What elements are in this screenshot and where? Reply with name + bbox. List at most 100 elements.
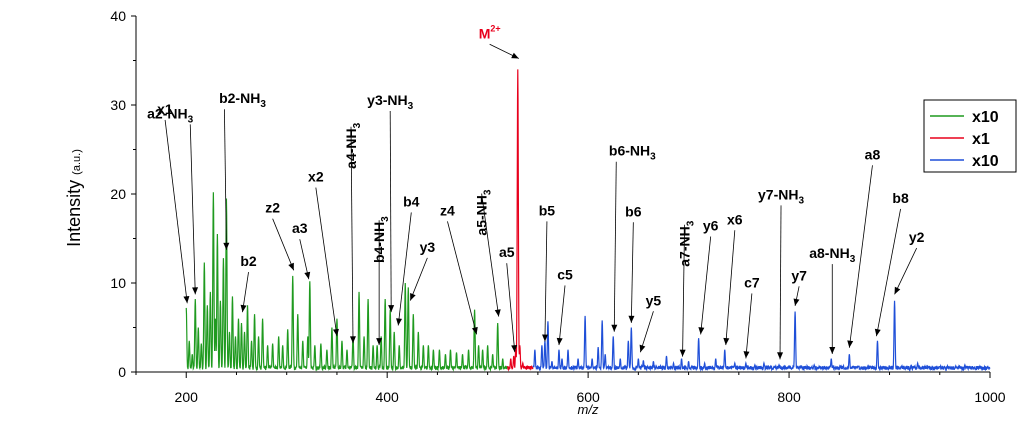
annotation-arrow-line [350, 126, 354, 344]
plot-area [185, 69, 991, 372]
annotation-arrow-line [848, 165, 873, 348]
y-tick-label: 20 [110, 186, 126, 202]
peak-annotation: y3 [409, 239, 436, 301]
peak-annotation: b8 [874, 190, 909, 337]
annotation-label: M2+ [479, 23, 501, 41]
annotation-arrow-line [682, 224, 685, 357]
legend-label: x10 [972, 109, 999, 126]
annotation-label: b6 [625, 203, 642, 219]
annotation-label: a5-NH3 [474, 189, 494, 235]
axes: 0 10 20 30 40 200 400 600 800 1000 [110, 8, 1005, 405]
legend-label: x1 [972, 131, 990, 148]
peak-annotation: M2+ [479, 23, 519, 59]
peak-annotation: x6 [723, 211, 743, 346]
series-line [532, 300, 991, 372]
annotation-arrowhead [611, 324, 618, 332]
annotation-arrowhead [698, 327, 705, 335]
peak-annotation: b2-NH3 [219, 90, 266, 250]
annotation-label: b6-NH3 [609, 143, 656, 163]
annotation-arrowhead [332, 328, 339, 337]
annotation-arrowhead [847, 340, 854, 348]
legend: x10 x1 x10 [923, 99, 1017, 173]
annotation-arrowhead [511, 52, 519, 59]
y-tick-label: 0 [118, 364, 126, 380]
annotation-label: z4 [440, 202, 455, 218]
annotation-label: x2 [308, 169, 324, 185]
annotation-arrow-line [613, 161, 617, 332]
annotation-arrowhead [192, 287, 199, 295]
annotation-label: y3-NH3 [367, 92, 413, 112]
annotation-label: y2 [909, 229, 925, 245]
annotation-label: y7 [791, 267, 807, 283]
annotation-arrowhead [639, 344, 646, 353]
annotation-arrow-line [894, 247, 918, 295]
annotation-arrow-line [272, 218, 295, 271]
annotation-arrowhead [793, 298, 800, 306]
annotation-arrowhead [874, 328, 881, 337]
annotation-arrow-line [409, 257, 428, 301]
peak-annotation: a8-NH3 [809, 245, 856, 354]
annotation-arrow-line [224, 109, 227, 250]
annotation-label: y3 [420, 239, 436, 255]
annotation-arrowhead [829, 346, 836, 354]
peak-annotation: a5-NH3 [474, 189, 501, 317]
annotation-arrow-line [389, 110, 392, 313]
peak-annotation: z2 [265, 200, 295, 271]
annotation-label: a7-NH3 [677, 220, 697, 266]
peak-annotation: c7 [743, 274, 760, 359]
annotation-label: c7 [744, 274, 760, 290]
peak-annotation: x1 [157, 101, 190, 304]
annotation-arrowhead [388, 305, 395, 313]
peak-annotation: a4-NH3 [343, 122, 363, 344]
legend-label: x10 [972, 153, 999, 170]
peak-annotation: b4-NH3 [371, 216, 391, 346]
annotation-label: y5 [646, 292, 662, 308]
peak-annotation: y7 [791, 267, 807, 307]
peak-annotation: a3 [292, 220, 311, 280]
annotation-label: y6 [703, 217, 719, 233]
annotation-arrow-line [164, 119, 188, 304]
annotation-arrow-line [315, 187, 338, 337]
annotation-arrowhead [511, 344, 518, 353]
annotation-arrow-line [725, 230, 736, 346]
annotation-label: b4 [403, 193, 420, 209]
annotation-arrowhead [304, 271, 311, 280]
annotation-arrowhead [471, 326, 478, 335]
peak-annotation: b6-NH3 [609, 143, 656, 332]
y-tick-label: 40 [110, 8, 126, 24]
annotation-label: a8 [865, 146, 881, 162]
annotation-label: x6 [727, 211, 743, 227]
annotation-label: a2-NH3 [147, 105, 193, 125]
peak-annotation: c5 [556, 266, 573, 346]
annotation-arrow-line [876, 208, 901, 337]
peak-annotation: b6 [625, 203, 642, 323]
y-axis-title: Intensity (a.u.) [64, 149, 84, 247]
annotation-arrow-line [397, 212, 412, 326]
annotation-arrow-line [544, 221, 548, 342]
annotation-arrowhead [556, 337, 563, 346]
series-line [185, 192, 509, 372]
annotation-label: y7-NH3 [758, 186, 804, 206]
annotation-arrow-line [447, 221, 477, 335]
annotation-arrow-line [558, 285, 566, 346]
peak-annotation: a2-NH3 [147, 105, 199, 295]
annotation-arrowhead [723, 337, 730, 346]
annotation-arrowhead [494, 309, 501, 317]
annotation-arrow-line [481, 193, 500, 317]
annotation-label: z2 [265, 200, 280, 216]
annotation-arrow-line [189, 124, 196, 295]
peak-annotation: b4 [396, 193, 420, 326]
annotation-label: a8-NH3 [809, 245, 855, 265]
annotation-arrowhead [183, 295, 190, 304]
annotation-arrowhead [628, 315, 635, 323]
y-axis-title-unit: (a.u.) [71, 149, 83, 175]
peak-annotation: y2 [894, 229, 925, 295]
annotation-label: b8 [892, 190, 909, 206]
x-tick-label: 200 [175, 389, 199, 405]
annotation-arrow-line [630, 222, 634, 323]
annotation-arrowhead [376, 338, 383, 346]
annotation-label: b2 [240, 253, 257, 269]
x-axis-title: m/z [578, 402, 599, 417]
